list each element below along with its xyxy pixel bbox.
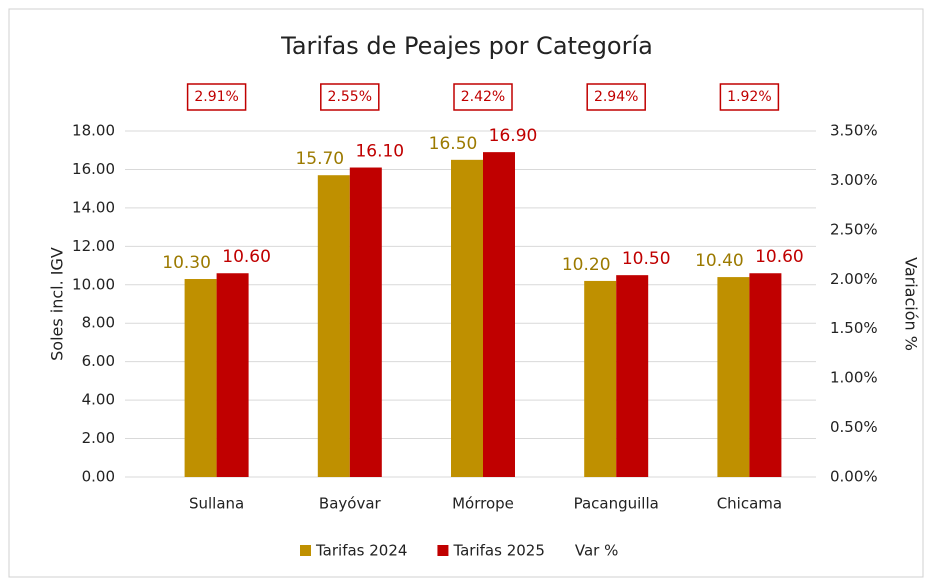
y2-tick-label: 1.00% xyxy=(830,369,878,387)
y-tick-label: 8.00 xyxy=(82,314,115,332)
bar-value-label: 10.30 xyxy=(162,253,211,273)
x-tick-label: Bayóvar xyxy=(319,495,382,513)
var-label: 2.91% xyxy=(194,89,238,105)
bar-value-label: 16.10 xyxy=(355,142,404,162)
y-tick-label: 18.00 xyxy=(72,122,115,140)
bar xyxy=(749,273,782,477)
y-axis-label: Soles incl. IGV xyxy=(48,247,67,361)
bar-value-label: 10.50 xyxy=(622,249,671,269)
legend-label: Tarifas 2025 xyxy=(452,542,544,560)
var-label: 1.92% xyxy=(727,89,771,105)
var-label-box xyxy=(186,83,247,111)
bar xyxy=(584,280,617,477)
bar-value-label: 15.70 xyxy=(295,149,344,169)
y-tick-label: 0.00 xyxy=(82,468,115,486)
var-label: 2.55% xyxy=(328,89,372,105)
y2-tick-label: 0.00% xyxy=(830,468,878,486)
bar-value-label: 16.50 xyxy=(429,134,478,154)
bar xyxy=(616,275,649,477)
var-label: 2.42% xyxy=(461,89,505,105)
y-tick-label: 14.00 xyxy=(72,198,115,216)
x-tick-label: Sullana xyxy=(189,495,244,513)
bar-value-label: 10.40 xyxy=(695,251,744,271)
var-label-box xyxy=(320,83,380,111)
y-tick-label: 2.00 xyxy=(82,429,115,447)
y2-tick-label: 2.00% xyxy=(830,270,878,288)
y2-axis-label: Variación % xyxy=(902,257,921,351)
var-label-box xyxy=(719,83,780,111)
y-tick-label: 12.00 xyxy=(72,237,115,255)
legend-swatch xyxy=(300,545,311,556)
bar xyxy=(349,167,382,477)
y-tick-label: 10.00 xyxy=(72,275,115,293)
bar xyxy=(717,277,750,477)
chart-title: Tarifas de Peajes por Categoría xyxy=(280,32,653,60)
bar-value-label: 10.20 xyxy=(562,255,611,275)
legend-swatch xyxy=(437,545,449,556)
y2-tick-label: 1.50% xyxy=(830,319,878,337)
bar-value-label: 10.60 xyxy=(222,247,271,267)
bar xyxy=(184,279,217,477)
x-tick-label: Mórrope xyxy=(452,495,514,513)
bar xyxy=(483,152,515,477)
bar xyxy=(317,175,350,477)
bar xyxy=(451,159,483,478)
legend-label: Tarifas 2024 xyxy=(315,542,407,560)
bar xyxy=(216,273,249,477)
y2-tick-label: 3.50% xyxy=(830,122,878,140)
y2-tick-label: 0.50% xyxy=(830,418,878,436)
bar-value-label: 16.90 xyxy=(489,126,538,146)
legend-label: Var % xyxy=(575,542,618,560)
x-tick-label: Pacanguilla xyxy=(574,495,659,513)
y-tick-label: 4.00 xyxy=(82,391,115,409)
var-label-box xyxy=(453,83,513,111)
x-tick-label: Chicama xyxy=(717,495,782,513)
y-tick-label: 6.00 xyxy=(82,352,115,370)
var-label: 2.94% xyxy=(594,89,638,105)
y-tick-label: 16.00 xyxy=(72,160,115,178)
y2-tick-label: 2.50% xyxy=(830,220,878,238)
var-label-box xyxy=(586,83,646,111)
bar-value-label: 10.60 xyxy=(755,247,804,267)
y2-tick-label: 3.00% xyxy=(830,171,878,189)
